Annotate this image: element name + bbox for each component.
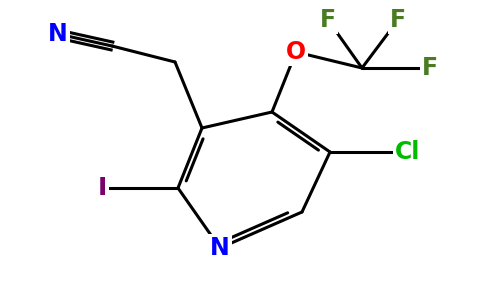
- Text: N: N: [48, 22, 68, 46]
- Text: F: F: [390, 8, 406, 32]
- Text: F: F: [320, 8, 336, 32]
- Text: I: I: [97, 176, 106, 200]
- Text: Cl: Cl: [395, 140, 421, 164]
- Text: O: O: [286, 40, 306, 64]
- Text: F: F: [422, 56, 438, 80]
- Text: N: N: [210, 236, 230, 260]
